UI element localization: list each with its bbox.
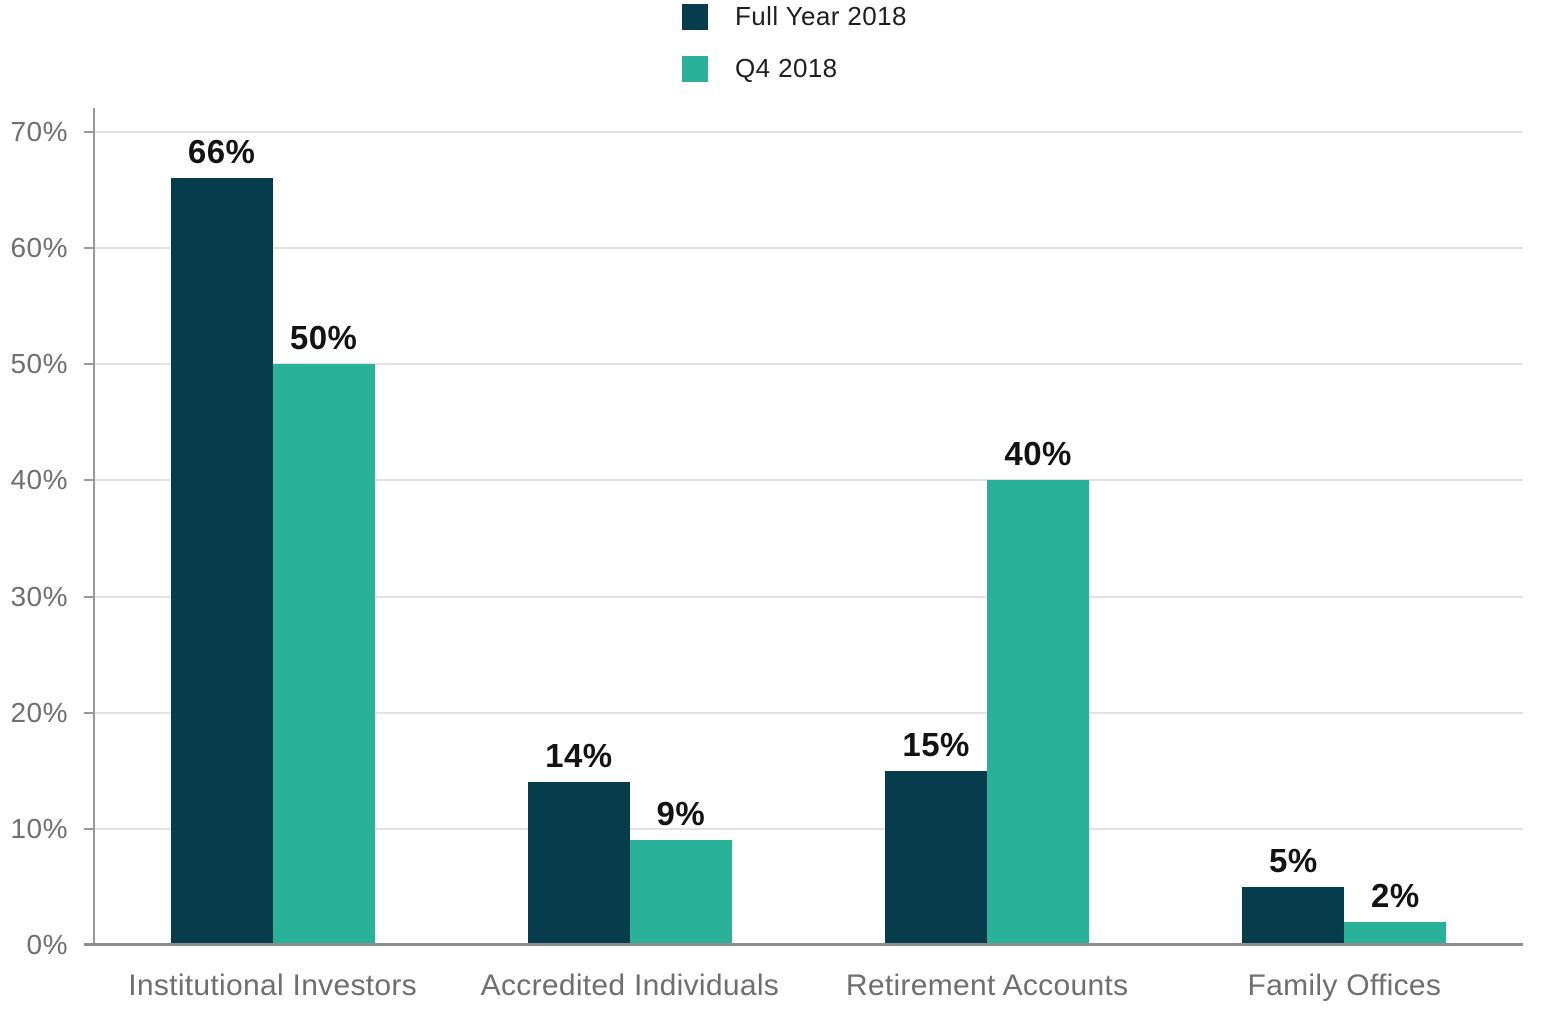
x-axis-baseline xyxy=(84,943,1523,946)
legend-label: Full Year 2018 xyxy=(735,1,907,31)
y-tick-10 xyxy=(84,827,94,830)
legend-item: Full Year 2018 xyxy=(682,1,907,32)
y-axis-line xyxy=(93,108,95,945)
data-label-full-year-4: 5% xyxy=(1269,841,1318,879)
x-axis-label-1: Institutional Investors xyxy=(128,969,417,1002)
y-axis-label-30: 30% xyxy=(10,580,68,612)
bar-q4-3 xyxy=(987,480,1090,945)
gridline-30 xyxy=(94,595,1523,598)
bar-full-year-2 xyxy=(527,782,630,945)
bar-full-year-3 xyxy=(885,770,988,945)
y-tick-50 xyxy=(84,363,94,366)
bar-q4-1 xyxy=(272,364,375,945)
gridline-40 xyxy=(94,479,1523,482)
y-tick-60 xyxy=(84,247,94,250)
data-label-full-year-2: 14% xyxy=(545,737,613,775)
gridline-10 xyxy=(94,827,1523,830)
gridline-20 xyxy=(94,711,1523,714)
bar-full-year-1 xyxy=(170,178,273,945)
gridline-50 xyxy=(94,363,1523,366)
y-tick-30 xyxy=(84,595,94,598)
y-axis-label-70: 70% xyxy=(10,116,68,147)
bar-full-year-4 xyxy=(1242,886,1345,945)
x-axis-label-3: Retirement Accounts xyxy=(845,969,1129,1002)
legend-item: Q4 2018 xyxy=(682,53,907,84)
legend-swatch-full-year-2018 xyxy=(682,3,708,30)
bar-q4-2 xyxy=(629,840,732,945)
gridline-60 xyxy=(94,247,1523,250)
data-label-q4-1: 50% xyxy=(289,319,358,357)
x-axis-label-4: Family Offices xyxy=(1247,969,1442,1002)
data-label-q4-3: 40% xyxy=(1004,435,1072,473)
y-axis-label-50: 50% xyxy=(10,348,68,380)
y-axis-label-10: 10% xyxy=(10,812,68,844)
legend-swatch-q4-2018 xyxy=(682,55,708,82)
y-tick-20 xyxy=(84,711,94,714)
y-tick-40 xyxy=(84,479,94,482)
y-axis-label-0: 0% xyxy=(26,929,68,960)
data-label-full-year-1: 66% xyxy=(187,133,256,171)
data-label-q4-4: 2% xyxy=(1371,876,1420,914)
data-label-q4-2: 9% xyxy=(656,795,706,833)
x-axis-label-2: Accredited Individuals xyxy=(480,969,780,1002)
legend-label: Q4 2018 xyxy=(735,53,838,83)
y-axis-label-20: 20% xyxy=(10,696,68,728)
y-tick-70 xyxy=(84,131,94,133)
data-label-full-year-3: 15% xyxy=(902,725,970,763)
chart-legend: Full Year 2018 Q4 2018 xyxy=(682,1,907,105)
gridline-70 xyxy=(94,131,1523,133)
y-axis-label-40: 40% xyxy=(10,464,68,496)
bar-q4-4 xyxy=(1344,921,1447,945)
y-axis-label-60: 60% xyxy=(10,232,68,264)
